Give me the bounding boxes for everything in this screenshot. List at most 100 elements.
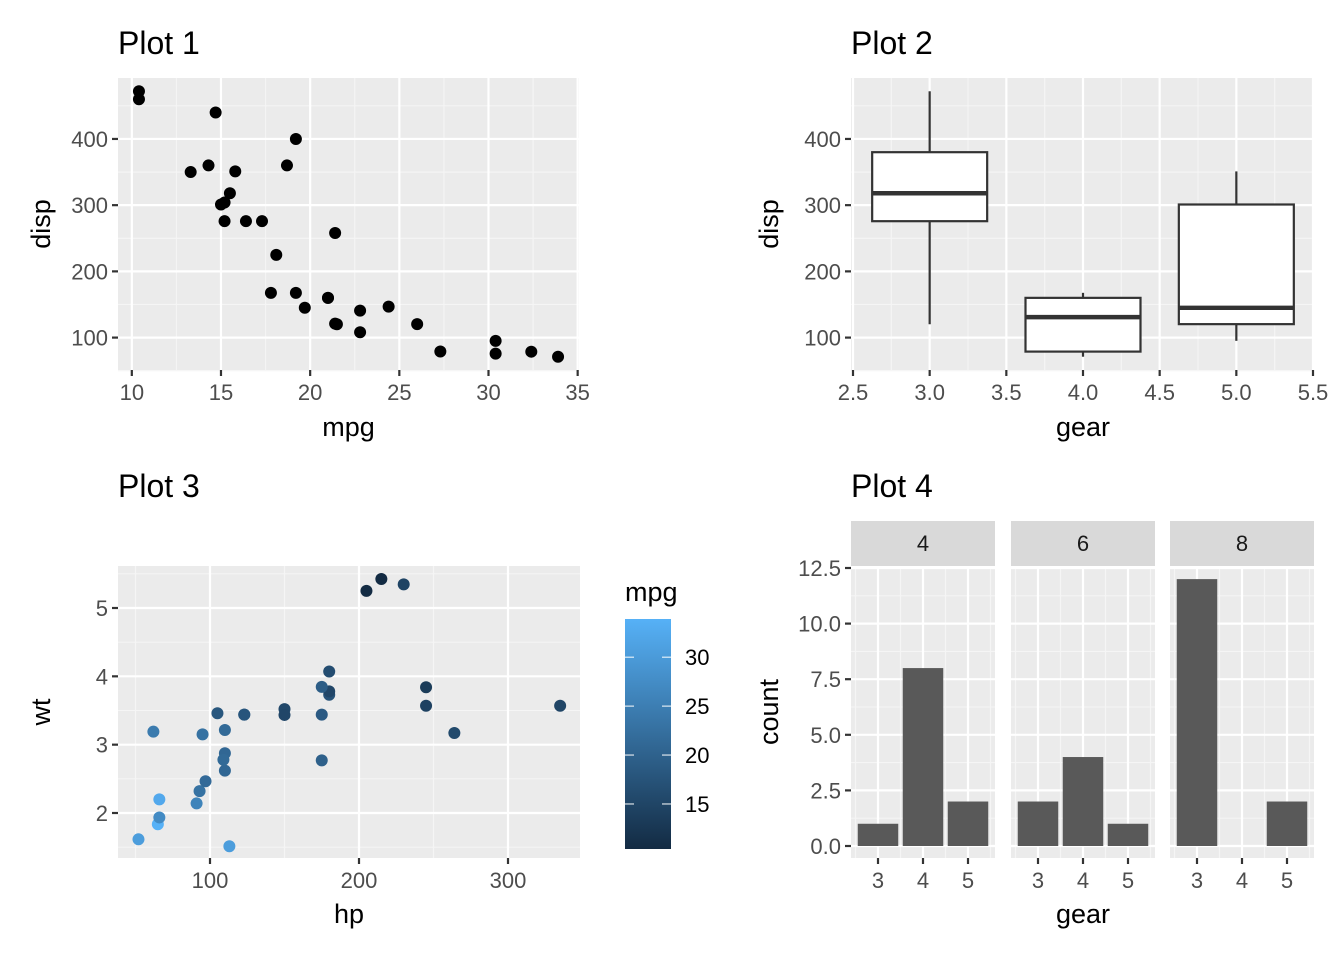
data-point — [448, 727, 461, 740]
facet-panel: 4 3 4 5 — [851, 521, 995, 893]
data-point — [354, 326, 367, 339]
data-point — [315, 754, 328, 767]
x-tick-label: 5 — [1122, 868, 1134, 893]
data-point — [264, 286, 277, 299]
data-point — [382, 300, 395, 313]
data-point — [211, 707, 224, 720]
data-point — [239, 215, 252, 228]
y-tick-label: 200 — [804, 259, 841, 284]
data-point — [229, 165, 242, 178]
facet-strip-label: 8 — [1236, 531, 1248, 556]
data-point — [554, 699, 567, 712]
x-tick-label: 20 — [298, 380, 322, 405]
data-point — [217, 753, 230, 766]
y-tick-label: 400 — [71, 127, 108, 152]
data-point — [525, 345, 538, 358]
x-axis-title: gear — [1056, 412, 1110, 442]
x-tick-label: 5.0 — [1221, 380, 1252, 405]
data-point — [329, 317, 342, 330]
data-point — [278, 708, 291, 721]
y-tick-label: 400 — [804, 127, 841, 152]
data-point — [420, 699, 433, 712]
plot-title: Plot 2 — [851, 25, 933, 61]
y-tick-label: 2 — [96, 801, 108, 826]
y-axis-title: disp — [26, 199, 56, 249]
x-tick-label: 35 — [565, 380, 589, 405]
y-axis-title: wt — [26, 698, 56, 726]
panel-background — [118, 78, 579, 370]
x-tick-label: 5.5 — [1298, 380, 1329, 405]
facet-strip — [1011, 521, 1155, 566]
x-tick-label: 25 — [387, 380, 411, 405]
y-tick-label: 10.0 — [798, 612, 841, 637]
facet-strip — [851, 521, 995, 566]
data-point — [552, 350, 565, 363]
x-tick-label: 3 — [872, 868, 884, 893]
bar — [947, 801, 989, 846]
data-point — [298, 301, 311, 314]
bar — [1107, 823, 1149, 846]
x-tick-label: 5 — [962, 868, 974, 893]
data-point — [209, 106, 222, 119]
data-point — [184, 166, 197, 179]
y-tick-label: 100 — [804, 326, 841, 351]
data-point — [375, 573, 388, 586]
y-tick-label: 3 — [96, 733, 108, 758]
x-tick-label: 3.0 — [914, 380, 945, 405]
plot-title: Plot 3 — [118, 468, 200, 504]
x-tick-label: 300 — [490, 868, 527, 893]
facet-panel: 6 3 4 5 — [1011, 521, 1155, 893]
data-point — [132, 833, 145, 846]
boxplot-box — [871, 91, 989, 325]
facet-strip-label: 4 — [917, 531, 929, 556]
y-tick-label: 0.0 — [810, 834, 841, 859]
data-point — [214, 198, 227, 211]
data-point — [289, 286, 302, 299]
color-legend: mpg 15 20 25 30 — [625, 577, 709, 849]
data-point — [280, 159, 293, 172]
data-point — [270, 248, 283, 261]
data-point — [218, 723, 231, 736]
y-tick-label: 5 — [96, 596, 108, 621]
facet-strip-label: 6 — [1077, 531, 1089, 556]
y-tick-label: 300 — [804, 193, 841, 218]
bar — [1062, 757, 1104, 846]
data-point — [360, 584, 373, 597]
data-point — [411, 318, 424, 331]
data-point — [193, 785, 206, 798]
y-tick-label: 300 — [71, 193, 108, 218]
y-tick-label: 2.5 — [810, 778, 841, 803]
x-tick-label: 15 — [209, 380, 233, 405]
data-point — [434, 345, 447, 358]
y-axis-title: count — [754, 678, 784, 745]
y-tick-label: 200 — [71, 259, 108, 284]
x-axis-title: hp — [334, 899, 364, 929]
y-tick-label: 7.5 — [810, 667, 841, 692]
facet-panel: 8 3 4 5 — [1170, 521, 1314, 893]
facet-strip — [1170, 521, 1314, 566]
x-tick-label: 5 — [1281, 868, 1293, 893]
data-point — [323, 665, 336, 678]
data-point — [196, 728, 209, 741]
box-iqr — [1024, 296, 1142, 353]
plot-4: 4 3 4 5 6 3 4 5 8 3 4 5 0.0 2.5 5.0 7.5 10.0 12.5 Plot 4 ge… — [754, 468, 1314, 929]
plot-title: Plot 4 — [851, 468, 933, 504]
data-point — [315, 708, 328, 721]
boxplot-box — [1024, 292, 1142, 357]
data-point — [329, 226, 342, 239]
data-point — [289, 132, 302, 145]
x-tick-label: 3 — [1032, 868, 1044, 893]
data-point — [489, 347, 502, 360]
data-point — [321, 291, 334, 304]
legend-tick-label: 20 — [685, 743, 709, 768]
x-tick-label: 4 — [917, 868, 929, 893]
data-point — [420, 681, 433, 694]
bar — [902, 668, 944, 846]
x-tick-label: 4 — [1077, 868, 1089, 893]
data-point — [132, 93, 145, 106]
box-iqr — [871, 151, 989, 223]
colorbar — [625, 619, 671, 849]
data-point — [354, 304, 367, 317]
plot-1: 100 200 300 400 10 15 20 25 30 35 Plot 1 mpg disp — [26, 25, 590, 442]
